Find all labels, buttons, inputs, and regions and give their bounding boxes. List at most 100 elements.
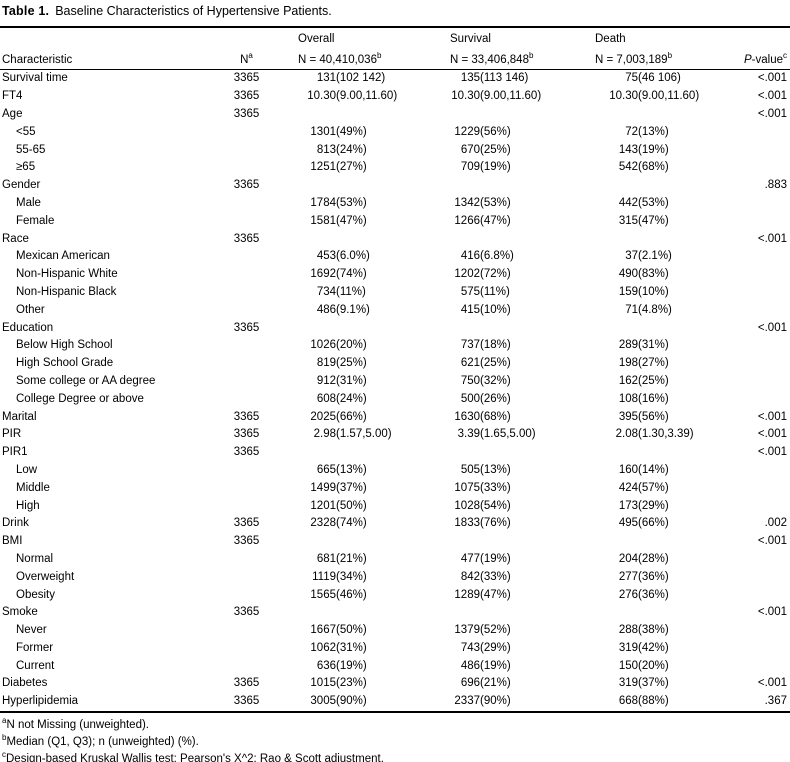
cell-n: 3365 (233, 446, 260, 459)
cell-death: 542(68%) (618, 161, 669, 174)
cell-death (575, 604, 710, 622)
cell-p-value (710, 373, 790, 391)
footnote-marker-b: b (376, 51, 382, 61)
cell-p-value (710, 195, 790, 213)
cell-n: 3365 (233, 535, 260, 548)
cell-p-value (710, 551, 790, 569)
cell-p-value (710, 479, 790, 497)
cell-n (215, 212, 278, 230)
cell-p-value (710, 497, 790, 515)
cell-n: 3365 (233, 428, 260, 441)
cell-overall: 1201(50%) (310, 499, 367, 512)
cell-death: 315(47%) (618, 214, 669, 227)
cell-overall: 1026(20%) (310, 339, 367, 352)
cell-survival: 1833(76%) (454, 517, 511, 530)
cell-death (575, 319, 710, 337)
table-row: Diabetes 3365 1015(23%) 696(21%) 319(37%) <.0… (0, 675, 790, 693)
cell-n: 3365 (233, 677, 260, 690)
cell-overall: 2328(74%) (310, 517, 367, 530)
table-row: Education 3365 <.001 (0, 319, 790, 337)
cell-overall: 486(9.1%) (316, 303, 370, 316)
cell-survival: 842(33%) (460, 570, 511, 583)
cell-n (215, 551, 278, 569)
cell-overall: 912(31%) (316, 374, 367, 387)
cell-p-value (710, 337, 790, 355)
cell-p-value: <.001 (757, 321, 787, 334)
cell-survival (430, 319, 575, 337)
cell-death: 277(36%) (618, 570, 669, 583)
cell-death: 288(38%) (618, 624, 669, 637)
cell-characteristic: ≥65 (16, 161, 36, 174)
column-header-n: Na (215, 45, 278, 70)
table-row: Male 1784(53%) 1342(53%) 442(53%) (0, 195, 790, 213)
cell-death: 276(36%) (618, 588, 669, 601)
cell-survival: 750(32%) (460, 374, 511, 387)
cell-p-value (710, 568, 790, 586)
cell-overall (278, 319, 430, 337)
cell-p-value (710, 390, 790, 408)
cell-death: 2.08(1.30,3.39) (615, 428, 694, 441)
footnote-marker-c: c (783, 51, 787, 61)
cell-survival: 3.39(1.65,5.00) (457, 428, 536, 441)
cell-death: 75(46 106) (625, 72, 681, 85)
cell-n (215, 123, 278, 141)
cell-characteristic: Below High School (16, 339, 113, 352)
cell-p-value: <.001 (757, 606, 787, 619)
cell-overall: 1015(23%) (310, 677, 367, 690)
cell-n: 3365 (233, 107, 260, 120)
cell-characteristic: Other (16, 303, 45, 316)
column-subheader-death-n: N = 7,003,189b (575, 45, 710, 70)
cell-n (215, 622, 278, 640)
cell-characteristic: Diabetes (2, 677, 48, 690)
table-row: Below High School 1026(20%) 737(18%) 289(31… (0, 337, 790, 355)
cell-death: 204(28%) (618, 552, 669, 565)
cell-death: 162(25%) (618, 374, 669, 387)
table-row: Survival time 3365 131(102 142) 135(113 146… (0, 70, 790, 88)
cell-p-value (710, 586, 790, 604)
footnote-b: bMedian (Q1, Q3); n (unweighted) (%). (2, 733, 199, 748)
cell-n (215, 159, 278, 177)
table-row: Some college or AA degree 912(31%) 750(32%… (0, 373, 790, 391)
cell-p-value (710, 141, 790, 159)
cell-survival: 477(19%) (460, 552, 511, 565)
column-subheader-overall-n: N = 40,410,036b (278, 45, 430, 70)
cell-overall: 1499(37%) (310, 481, 367, 494)
table-row: PIR 3365 2.98(1.57,5.00) 3.39(1.65,5.00) 2.0… (0, 426, 790, 444)
cell-overall: 3005(90%) (310, 695, 367, 708)
cell-overall: 1784(53%) (310, 196, 367, 209)
column-header-death: Death (595, 33, 626, 45)
footnote-marker-a: a (2, 715, 7, 725)
cell-overall: 131(102 142) (316, 72, 386, 85)
cell-overall: 819(25%) (316, 357, 367, 370)
cell-n (215, 355, 278, 373)
cell-characteristic: Overweight (16, 570, 75, 583)
footnote-a: aN not Missing (unweighted). (2, 715, 149, 731)
cell-death: 442(53%) (618, 196, 669, 209)
cell-n (215, 141, 278, 159)
cell-characteristic: PIR (2, 428, 22, 441)
cell-overall: 734(11%) (316, 285, 366, 298)
header-label-row: Characteristic Na N = 40,410,036b N = 33… (0, 45, 790, 70)
cell-n (215, 248, 278, 266)
cell-overall: 636(19%) (316, 659, 367, 672)
cell-overall: 681(21%) (316, 552, 367, 565)
cell-n (215, 497, 278, 515)
cell-death: 424(57%) (618, 481, 669, 494)
cell-death: 395(56%) (618, 410, 669, 423)
table-row: Marital 3365 2025(66%) 1630(68%) 395(56%) <.0… (0, 408, 790, 426)
cell-death: 143(19%) (618, 143, 669, 156)
cell-n: 3365 (233, 410, 260, 423)
cell-death: 289(31%) (618, 339, 669, 352)
cell-overall: 608(24%) (316, 392, 367, 405)
table-row: Current 636(19%) 486(19%) 150(20%) (0, 657, 790, 675)
cell-death: 495(66%) (618, 517, 669, 530)
cell-death: 37(2.1%) (625, 250, 672, 263)
table-row: Middle 1499(37%) 1075(33%) 424(57%) (0, 479, 790, 497)
table-row: Low 665(13%) 505(13%) 160(14%) (0, 462, 790, 480)
cell-overall (278, 177, 430, 195)
cell-survival: 1075(33%) (454, 481, 511, 494)
cell-overall (278, 444, 430, 462)
cell-survival: 743(29%) (460, 641, 511, 654)
cell-overall: 453(6.0%) (316, 250, 370, 263)
cell-characteristic: Some college or AA degree (16, 374, 156, 387)
